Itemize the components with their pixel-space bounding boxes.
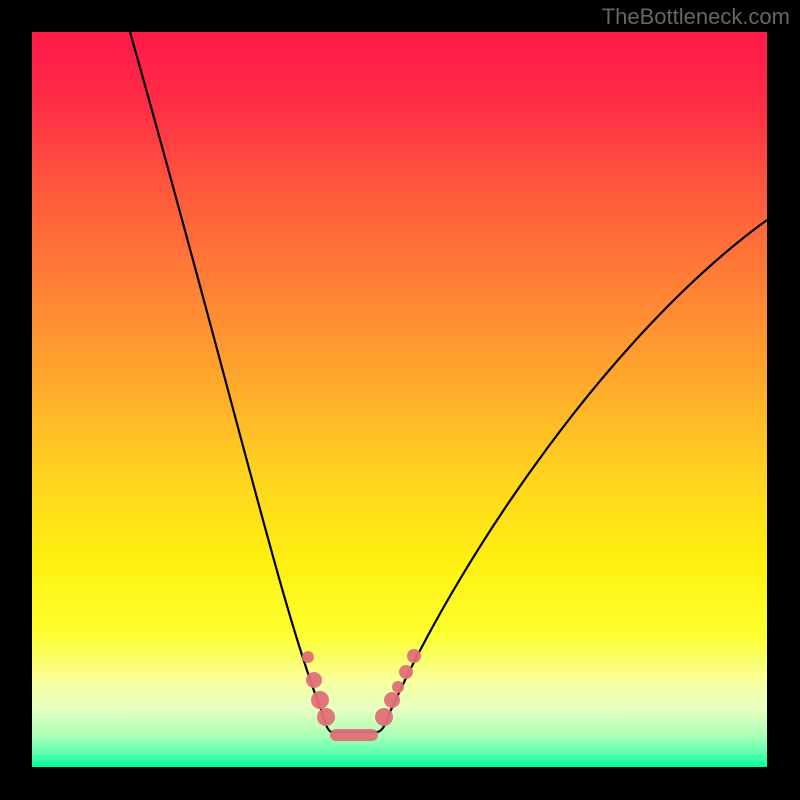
marker-point xyxy=(399,665,413,679)
chart-container: TheBottleneck.com xyxy=(0,0,800,800)
chart-svg xyxy=(0,0,800,800)
marker-point xyxy=(384,692,400,708)
marker-point xyxy=(392,681,404,693)
marker-point xyxy=(407,649,421,663)
plot-area xyxy=(32,32,767,767)
marker-point xyxy=(306,672,322,688)
marker-point xyxy=(311,691,329,709)
trough-marker-bar xyxy=(330,729,378,741)
marker-point xyxy=(317,708,335,726)
marker-point xyxy=(375,708,393,726)
marker-point xyxy=(302,651,314,663)
attribution-text: TheBottleneck.com xyxy=(602,4,790,30)
